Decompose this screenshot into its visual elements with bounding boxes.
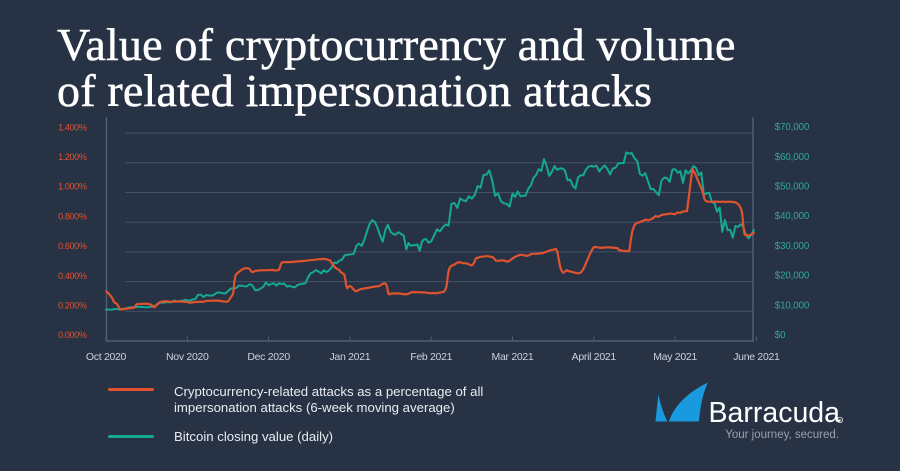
svg-text:Mar 2021: Mar 2021 bbox=[492, 351, 534, 363]
svg-text:Jan 2021: Jan 2021 bbox=[329, 351, 370, 363]
svg-text:R: R bbox=[838, 417, 841, 422]
svg-text:0.400%: 0.400% bbox=[58, 271, 87, 281]
svg-text:$30,000: $30,000 bbox=[775, 241, 810, 252]
svg-text:April 2021: April 2021 bbox=[572, 351, 617, 363]
svg-text:0.000%: 0.000% bbox=[58, 330, 87, 340]
svg-text:May 2021: May 2021 bbox=[653, 351, 697, 363]
svg-text:0.200%: 0.200% bbox=[58, 301, 87, 311]
svg-text:Feb 2021: Feb 2021 bbox=[410, 351, 452, 363]
svg-text:June 2021: June 2021 bbox=[733, 351, 780, 363]
svg-text:$50,000: $50,000 bbox=[775, 182, 810, 193]
svg-text:0.600%: 0.600% bbox=[58, 241, 87, 251]
svg-text:1.000%: 1.000% bbox=[58, 182, 87, 192]
svg-text:$60,000: $60,000 bbox=[775, 152, 810, 163]
svg-text:Dec 2020: Dec 2020 bbox=[247, 351, 290, 363]
svg-text:0.800%: 0.800% bbox=[58, 211, 87, 221]
svg-text:$0: $0 bbox=[775, 330, 786, 341]
svg-text:$40,000: $40,000 bbox=[775, 211, 810, 222]
svg-text:$10,000: $10,000 bbox=[775, 300, 810, 311]
svg-text:Oct 2020: Oct 2020 bbox=[86, 351, 127, 363]
svg-text:$20,000: $20,000 bbox=[775, 271, 810, 282]
svg-text:Nov 2020: Nov 2020 bbox=[166, 351, 209, 363]
svg-text:$70,000: $70,000 bbox=[775, 122, 810, 133]
svg-text:1.200%: 1.200% bbox=[58, 152, 87, 162]
svg-text:1.400%: 1.400% bbox=[58, 122, 87, 132]
